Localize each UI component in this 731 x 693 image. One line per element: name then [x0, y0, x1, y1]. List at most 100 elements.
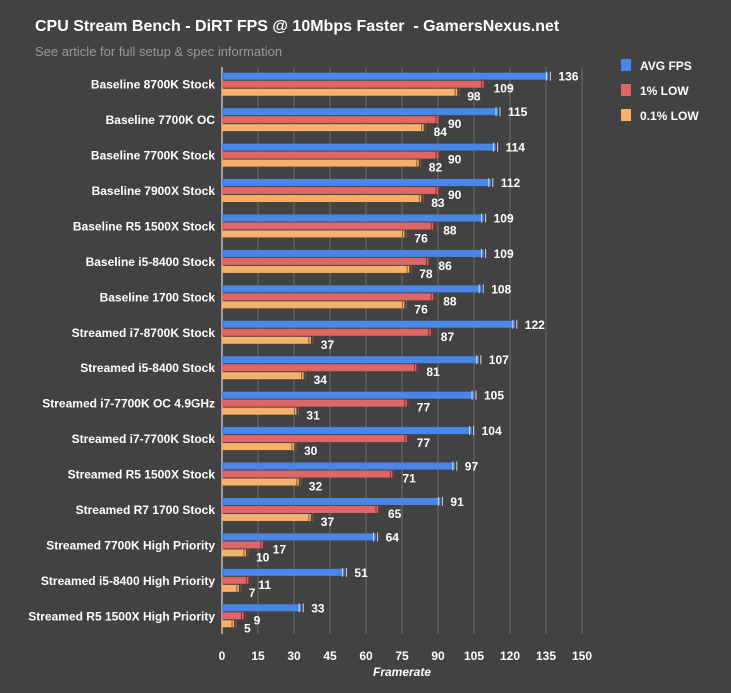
data-label: 37: [321, 515, 335, 529]
data-label: 31: [306, 409, 320, 423]
bar-avg-fps: [222, 108, 498, 116]
bar-1-low: [222, 399, 407, 407]
chart-subtitle: See article for full setup & spec inform…: [35, 44, 283, 59]
bar-0-1-low: [222, 372, 304, 380]
data-label: 11: [258, 578, 271, 592]
data-label: 81: [426, 365, 440, 379]
data-label: 105: [484, 389, 504, 403]
bar-avg-fps: [222, 320, 515, 328]
x-axis-label: Framerate: [373, 665, 431, 679]
legend-swatch: [621, 109, 631, 121]
legend-swatch: [621, 59, 631, 71]
x-tick-label: 15: [251, 649, 265, 663]
bar-1-low: [222, 187, 438, 195]
data-label: 108: [491, 282, 511, 296]
data-label: 37: [321, 338, 335, 352]
data-label: 114: [506, 141, 526, 155]
bar-0-1-low: [222, 549, 246, 557]
legend-label: AVG FPS: [640, 59, 692, 73]
bar-avg-fps: [222, 285, 482, 293]
bar-avg-fps: [222, 604, 302, 612]
bar-0-1-low: [222, 443, 294, 451]
data-label: 17: [273, 542, 287, 556]
bar-0-1-low: [222, 584, 239, 592]
bar-1-low: [222, 257, 429, 265]
data-label: 34: [314, 373, 328, 387]
data-label: 90: [448, 188, 462, 202]
data-label: 98: [467, 90, 481, 104]
data-label: 33: [311, 601, 325, 615]
category-label: Streamed 7700K High Priority: [46, 538, 215, 552]
bar-avg-fps: [222, 72, 549, 80]
category-label: Streamed R7 1700 Stock: [76, 503, 216, 517]
chart-title: CPU Stream Bench - DiRT FPS @ 10Mbps Fas…: [35, 18, 560, 35]
bar-0-1-low: [222, 159, 419, 167]
data-label: 5: [244, 621, 251, 635]
category-label: Streamed i5-8400 High Priority: [41, 574, 215, 588]
data-label: 88: [443, 223, 457, 237]
data-label: 112: [501, 176, 521, 190]
legend-label: 0.1% LOW: [640, 109, 699, 123]
category-label: Baseline 7700K Stock: [91, 149, 215, 163]
x-tick-label: 150: [572, 649, 592, 663]
bar-0-1-low: [222, 124, 424, 132]
data-label: 78: [419, 267, 433, 281]
bar-1-low: [222, 435, 407, 443]
x-tick-label: 45: [323, 649, 337, 663]
bar-0-1-low: [222, 407, 297, 415]
bar-avg-fps: [222, 214, 484, 222]
data-label: 77: [417, 401, 431, 415]
data-label: 109: [494, 211, 514, 225]
bar-1-low: [222, 612, 244, 620]
x-tick-label: 30: [287, 649, 301, 663]
category-label: Baseline 1700 Stock: [100, 290, 216, 304]
bar-avg-fps: [222, 427, 472, 435]
bar-0-1-low: [222, 265, 410, 273]
category-label: Baseline 7900X Stock: [92, 184, 216, 198]
category-label: Streamed R5 1500X High Priority: [28, 609, 215, 623]
bar-1-low: [222, 80, 484, 88]
bar-avg-fps: [222, 249, 484, 257]
x-tick-label: 90: [431, 649, 445, 663]
data-label: 51: [354, 566, 368, 580]
data-label: 136: [558, 70, 578, 84]
x-tick-label: 120: [500, 649, 520, 663]
data-label: 84: [434, 125, 448, 139]
bar-avg-fps: [222, 533, 376, 541]
bar-1-low: [222, 293, 434, 301]
data-label: 109: [494, 247, 514, 261]
bar-1-low: [222, 328, 431, 336]
data-label: 77: [417, 436, 431, 450]
data-label: 83: [431, 196, 445, 210]
bar-avg-fps: [222, 179, 491, 187]
category-label: Streamed i7-7700K Stock: [72, 432, 216, 446]
category-label: Streamed R5 1500X Stock: [68, 468, 216, 482]
category-label: Streamed i7-8700K Stock: [72, 326, 216, 340]
x-tick-label: 75: [395, 649, 409, 663]
data-label: 107: [489, 353, 509, 367]
data-label: 90: [448, 117, 462, 131]
bar-avg-fps: [222, 568, 345, 576]
bar-avg-fps: [222, 462, 455, 470]
category-label: Streamed i7-7700K OC 4.9GHz: [42, 397, 215, 411]
category-label: Baseline 8700K Stock: [91, 78, 215, 92]
category-label: Streamed i5-8400 Stock: [80, 361, 215, 375]
category-label: Baseline 7700K OC: [106, 113, 216, 127]
data-label: 115: [508, 105, 528, 119]
bar-avg-fps: [222, 497, 441, 505]
data-label: 10: [256, 550, 270, 564]
bar-0-1-low: [222, 301, 405, 309]
data-label: 109: [494, 82, 514, 96]
x-tick-label: 135: [536, 649, 556, 663]
data-label: 7: [249, 586, 256, 600]
bar-1-low: [222, 364, 417, 372]
data-label: 65: [388, 507, 402, 521]
data-label: 76: [414, 231, 428, 245]
bar-0-1-low: [222, 195, 422, 203]
category-label: Baseline i5-8400 Stock: [86, 255, 216, 269]
x-tick-label: 60: [359, 649, 373, 663]
data-label: 76: [414, 302, 428, 316]
bar-avg-fps: [222, 391, 474, 399]
x-tick-label: 105: [464, 649, 484, 663]
data-label: 91: [450, 495, 464, 509]
